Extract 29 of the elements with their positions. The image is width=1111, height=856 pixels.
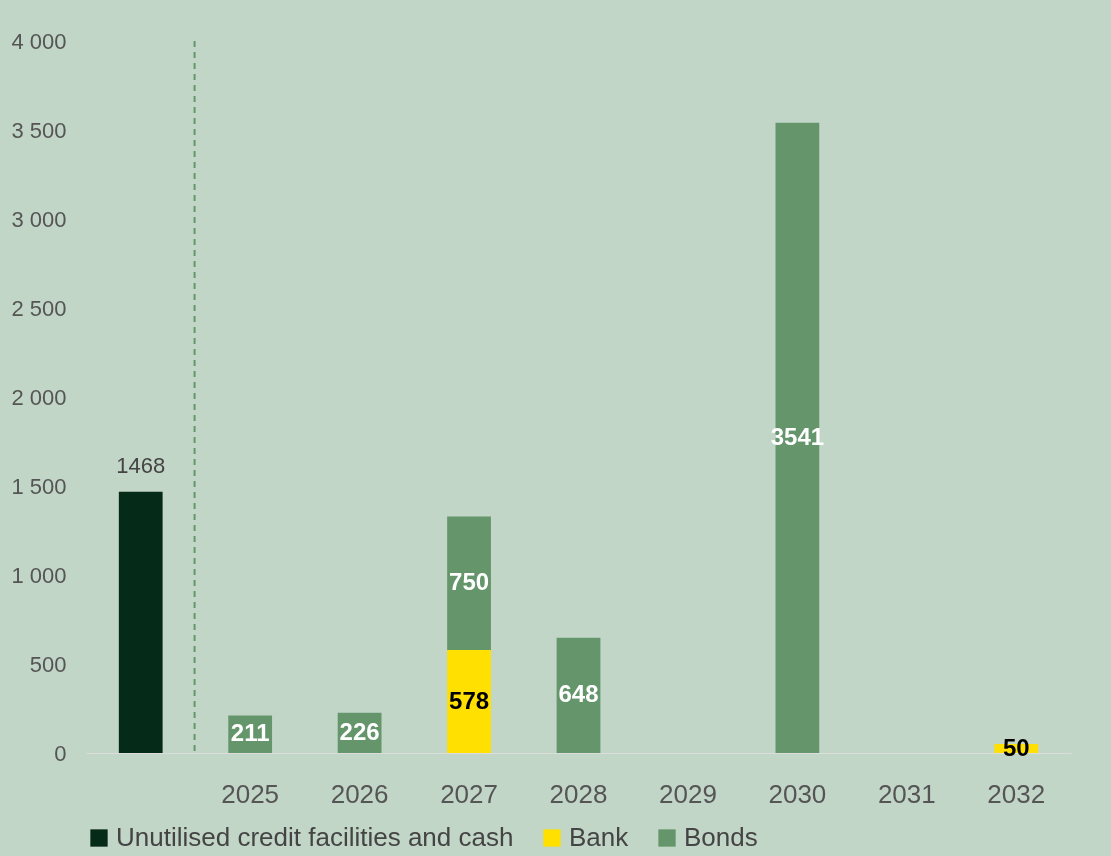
data-label: 226 xyxy=(339,717,380,745)
y-tick-label: 4 000 xyxy=(11,28,67,54)
x-tick-label: 2027 xyxy=(440,778,498,809)
y-tick-label: 2 000 xyxy=(11,384,67,410)
x-tick-label: 2031 xyxy=(877,778,936,809)
data-label: 211 xyxy=(230,719,270,747)
legend-label: Bonds xyxy=(684,822,758,852)
y-tick-label: 1 000 xyxy=(11,562,67,588)
y-tick-label: 500 xyxy=(29,651,67,677)
bar xyxy=(447,516,491,651)
x-tick-label: 2032 xyxy=(987,778,1046,809)
x-tick-label: 2026 xyxy=(330,778,389,809)
legend-label: Bank xyxy=(569,822,630,852)
legend-label: Unutilised credit facilities and cash xyxy=(116,822,514,852)
y-tick-label: 3 000 xyxy=(11,206,67,232)
data-label: 578 xyxy=(449,686,490,714)
data-label: 1468 xyxy=(116,452,166,478)
x-tick-label: 2028 xyxy=(549,778,608,809)
data-label: 750 xyxy=(449,568,490,596)
x-tick-label: 2025 xyxy=(221,778,280,809)
x-tick-label: 2030 xyxy=(768,778,827,809)
data-label: 648 xyxy=(558,680,599,708)
y-tick-label: 1 500 xyxy=(11,473,67,499)
y-tick-label: 3 500 xyxy=(11,117,67,143)
y-tick-label: 2 500 xyxy=(11,295,67,321)
y-tick-label: 0 xyxy=(54,740,67,766)
x-tick-label: 2029 xyxy=(659,778,717,809)
bar xyxy=(447,650,491,753)
bar xyxy=(118,491,163,753)
